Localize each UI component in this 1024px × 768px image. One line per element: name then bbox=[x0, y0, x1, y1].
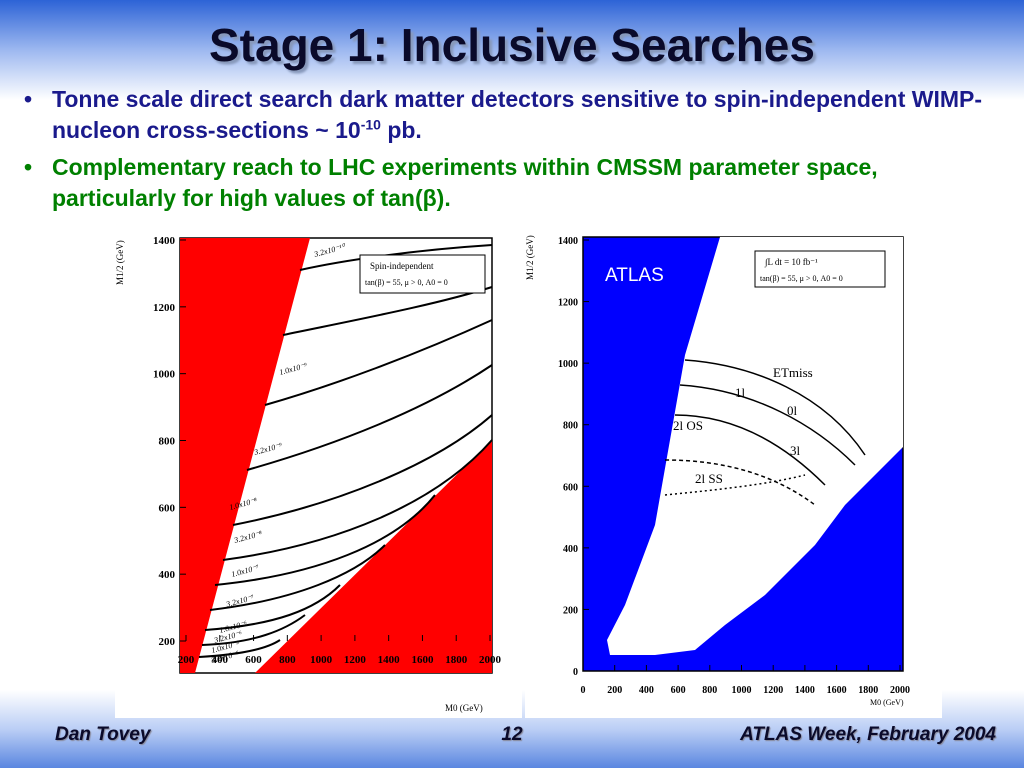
footer-page: 12 bbox=[501, 724, 523, 745]
x-tick-label: 400 bbox=[212, 654, 229, 666]
x-tick-label: 1800 bbox=[858, 685, 878, 696]
x-tick-label: 1200 bbox=[763, 685, 783, 696]
legend-box bbox=[754, 250, 886, 288]
x-tick-label: 200 bbox=[178, 654, 195, 666]
x-tick-label: 600 bbox=[671, 685, 686, 696]
channel-label: 3l bbox=[790, 443, 801, 458]
reach-curves bbox=[664, 359, 866, 506]
channel-label: 0l bbox=[787, 403, 798, 418]
x-tick-label: 1600 bbox=[827, 685, 847, 696]
y-tick-label: 600 bbox=[563, 482, 578, 493]
x-tick-label: 1400 bbox=[378, 654, 401, 666]
bullet-text: Complementary reach to LHC experiments w… bbox=[52, 154, 878, 211]
channel-label: ETmiss bbox=[773, 365, 813, 380]
bullet-text: pb. bbox=[380, 117, 422, 143]
y-tick-label: 1200 bbox=[153, 302, 176, 314]
footer-event: ATLAS Week, February 2004 bbox=[740, 724, 996, 745]
x-tick-label: 2000 bbox=[890, 685, 910, 696]
left-plot: Spin-independent tan(β) = 55, μ > 0, A0 … bbox=[115, 225, 522, 718]
slide-title: Stage 1: Inclusive Searches bbox=[209, 19, 815, 71]
footer-author: Dan Tovey bbox=[55, 724, 151, 745]
legend-text: ∫L dt = 10 fb⁻¹ bbox=[764, 257, 818, 268]
legend-text: tan(β) = 55, μ > 0, A0 = 0 bbox=[760, 274, 843, 283]
legend-text: Spin-independent bbox=[370, 261, 434, 271]
y-tick-label: 1200 bbox=[558, 298, 578, 309]
x-tick-label: 1600 bbox=[411, 654, 434, 666]
channel-label: 2l SS bbox=[695, 471, 723, 486]
x-tick-label: 1400 bbox=[795, 685, 815, 696]
x-tick-label: 2000 bbox=[479, 654, 502, 666]
superscript: -10 bbox=[360, 116, 381, 133]
y-tick-label: 1400 bbox=[153, 235, 176, 247]
y-axis-label: M1/2 (GeV) bbox=[525, 235, 535, 280]
bullet-text: Tonne scale direct search dark matter de… bbox=[52, 86, 983, 143]
excluded-region bbox=[180, 238, 310, 673]
bullet-list: • Tonne scale direct search dark matter d… bbox=[18, 84, 998, 220]
contours bbox=[198, 244, 493, 658]
x-tick-label: 200 bbox=[607, 685, 622, 696]
x-tick-label: 0 bbox=[581, 685, 586, 696]
channel-label: 2l OS bbox=[673, 418, 703, 433]
y-tick-label: 800 bbox=[563, 421, 578, 432]
x-tick-label: 400 bbox=[639, 685, 654, 696]
y-tick-label: 0 bbox=[573, 667, 578, 678]
y-tick-label: 800 bbox=[159, 436, 176, 448]
y-axis-label: M1/2 (GeV) bbox=[115, 240, 125, 285]
legend-box bbox=[359, 254, 486, 294]
bullet: • Tonne scale direct search dark matter d… bbox=[24, 86, 983, 143]
x-axis-label: M0 (GeV) bbox=[445, 703, 483, 713]
x-tick-label: 1000 bbox=[732, 685, 752, 696]
x-tick-label: 800 bbox=[279, 654, 296, 666]
y-tick-label: 1000 bbox=[153, 369, 176, 381]
atlas-label: ATLAS bbox=[605, 265, 664, 286]
y-tick-label: 1400 bbox=[558, 236, 578, 247]
x-tick-label: 1800 bbox=[445, 654, 468, 666]
allowed-region bbox=[607, 237, 903, 655]
x-axis-label: M0 (GeV) bbox=[870, 698, 904, 707]
y-tick-label: 400 bbox=[159, 569, 176, 581]
y-tick-label: 600 bbox=[159, 502, 176, 514]
y-tick-label: 400 bbox=[563, 544, 578, 555]
channel-label: 1l bbox=[735, 385, 746, 400]
y-tick-label: 1000 bbox=[558, 359, 578, 370]
x-tick-label: 1000 bbox=[310, 654, 333, 666]
x-tick-label: 800 bbox=[702, 685, 717, 696]
y-tick-label: 200 bbox=[563, 605, 578, 616]
right-plot: ∫L dt = 10 fb⁻¹ tan(β) = 55, μ > 0, A0 =… bbox=[525, 225, 942, 718]
bullet: • Complementary reach to LHC experiments … bbox=[24, 154, 878, 211]
x-tick-label: 600 bbox=[245, 654, 262, 666]
legend-text: tan(β) = 55, μ > 0, A0 = 0 bbox=[365, 278, 448, 287]
x-tick-label: 1200 bbox=[344, 654, 367, 666]
y-tick-label: 200 bbox=[159, 636, 176, 648]
